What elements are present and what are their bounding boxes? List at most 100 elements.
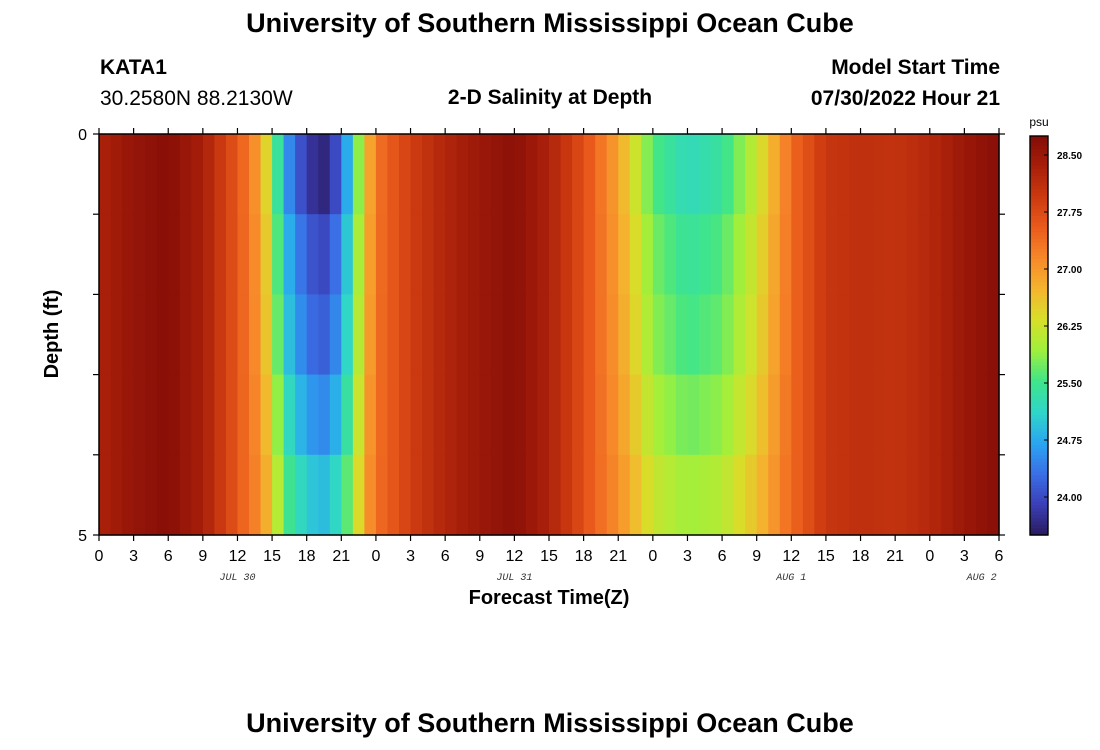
heatmap-cell bbox=[906, 134, 919, 215]
heatmap-cell bbox=[352, 134, 365, 215]
colorbar-swatch bbox=[1030, 255, 1048, 260]
colorbar-swatch bbox=[1030, 385, 1048, 390]
heatmap-cell bbox=[422, 454, 435, 536]
heatmap-cell bbox=[260, 134, 273, 215]
heatmap-cell bbox=[468, 294, 481, 376]
colorbar-swatch bbox=[1030, 511, 1048, 516]
colorbar-swatch bbox=[1030, 272, 1048, 277]
heatmap-cell bbox=[249, 294, 262, 376]
colorbar-swatch bbox=[1030, 525, 1048, 529]
heatmap-cell bbox=[849, 294, 862, 376]
colorbar-swatch bbox=[1030, 505, 1048, 509]
heatmap-cell bbox=[733, 454, 746, 536]
colorbar-swatch bbox=[1030, 365, 1048, 370]
heatmap-cell bbox=[618, 374, 631, 456]
heatmap-cell bbox=[272, 294, 285, 376]
heatmap-cell bbox=[802, 214, 815, 295]
heatmap-cell bbox=[249, 374, 262, 456]
colorbar-swatch bbox=[1030, 348, 1048, 353]
heatmap-cell bbox=[710, 454, 723, 536]
heatmap-cell bbox=[929, 134, 942, 215]
heatmap-cell bbox=[975, 374, 989, 456]
page-title: University of Southern Mississippi Ocean… bbox=[246, 8, 854, 38]
heatmap-cell bbox=[756, 214, 769, 295]
heatmap-cell bbox=[133, 374, 146, 456]
heatmap-cell bbox=[433, 374, 446, 456]
colorbar-swatch bbox=[1030, 159, 1048, 164]
heatmap-cell bbox=[179, 454, 192, 536]
colorbar-swatch bbox=[1030, 155, 1048, 160]
heatmap-cell bbox=[283, 294, 296, 376]
heatmap-cell bbox=[352, 374, 365, 456]
colorbar-swatch bbox=[1030, 189, 1048, 194]
heatmap-cell bbox=[502, 294, 515, 376]
x-tick-label: 21 bbox=[886, 548, 904, 565]
station-id: KATA1 bbox=[100, 56, 167, 79]
heatmap-cell bbox=[583, 294, 596, 376]
heatmap-cell bbox=[618, 214, 631, 295]
heatmap-cell bbox=[710, 134, 723, 215]
heatmap-cell bbox=[537, 214, 550, 295]
heatmap-cell bbox=[987, 374, 1000, 456]
heatmap-cell bbox=[652, 294, 665, 376]
heatmap-cell bbox=[560, 294, 573, 376]
colorbar-swatch bbox=[1030, 282, 1048, 287]
heatmap-cell bbox=[883, 214, 896, 295]
heatmap-cell bbox=[237, 374, 250, 456]
heatmap-cell bbox=[179, 294, 192, 376]
heatmap-cell bbox=[872, 454, 885, 536]
heatmap-cell bbox=[952, 454, 965, 536]
heatmap-cell bbox=[502, 454, 515, 536]
colorbar-swatch bbox=[1030, 195, 1048, 200]
colorbar-swatch bbox=[1030, 428, 1048, 433]
colorbar-swatch bbox=[1030, 212, 1048, 217]
model-start-label: Model Start Time bbox=[831, 56, 1000, 79]
colorbar-swatch bbox=[1030, 461, 1048, 466]
heatmap-cell bbox=[756, 374, 769, 456]
y-axis-label: Depth (ft) bbox=[41, 290, 63, 379]
heatmap-cell bbox=[387, 374, 400, 456]
colorbar-swatch bbox=[1030, 302, 1048, 307]
heatmap-cell bbox=[918, 294, 931, 376]
heatmap-cell bbox=[883, 374, 896, 456]
colorbar-swatch bbox=[1030, 149, 1048, 154]
colorbar-swatch bbox=[1030, 288, 1048, 293]
heatmap-cell bbox=[606, 294, 619, 376]
heatmap-cell bbox=[745, 454, 758, 536]
heatmap-cell bbox=[756, 134, 769, 215]
heatmap-cell bbox=[618, 454, 631, 536]
colorbar-swatch bbox=[1030, 162, 1048, 167]
heatmap-cell bbox=[699, 134, 712, 215]
colorbar-swatch bbox=[1030, 185, 1048, 190]
x-tick-label: 3 bbox=[683, 548, 692, 565]
x-tick-label: 0 bbox=[648, 548, 657, 565]
heatmap-cell bbox=[825, 214, 839, 295]
heatmap-cell bbox=[122, 214, 135, 295]
heatmap-cell bbox=[525, 294, 539, 376]
heatmap-cell bbox=[918, 454, 931, 536]
colorbar-swatch bbox=[1030, 229, 1048, 234]
colorbar-tick-label: 28.50 bbox=[1057, 151, 1082, 162]
colorbar-swatch bbox=[1030, 455, 1048, 460]
heatmap-cell bbox=[687, 294, 700, 376]
colorbar-swatch bbox=[1030, 435, 1048, 440]
heatmap-cell bbox=[99, 454, 112, 536]
heatmap-cell bbox=[549, 214, 562, 295]
heatmap-cell bbox=[849, 134, 862, 215]
heatmap-cell bbox=[906, 294, 919, 376]
x-axis-ticks: 0 3 6 9 12 15 18 21 0 3 6 9 12 15 18 21 0 3 6 9 12 15 18 21 0 3 6 bbox=[95, 128, 1004, 565]
heatmap-cell bbox=[364, 374, 377, 456]
heatmap-cell bbox=[595, 134, 608, 215]
heatmap-cell bbox=[191, 134, 204, 215]
heatmap-cell bbox=[295, 454, 308, 536]
colorbar-swatch bbox=[1030, 192, 1048, 197]
colorbar-swatch bbox=[1030, 398, 1048, 403]
heatmap-cell bbox=[283, 214, 296, 295]
colorbar-swatch bbox=[1030, 325, 1048, 330]
colorbar-swatch bbox=[1030, 295, 1048, 300]
heatmap-cell bbox=[133, 294, 146, 376]
colorbar-swatch bbox=[1030, 182, 1048, 187]
heatmap-cell bbox=[941, 374, 954, 456]
heatmap-cell bbox=[341, 294, 354, 376]
heatmap-cell bbox=[837, 214, 850, 295]
